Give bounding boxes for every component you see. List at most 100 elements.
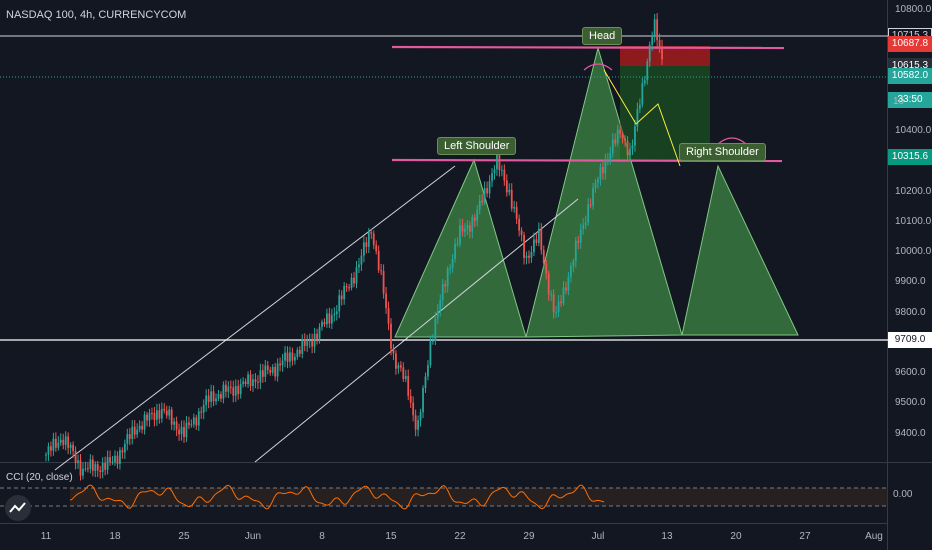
candle-body [624,138,626,141]
channel-upper-line[interactable] [54,165,456,471]
head-triangle[interactable] [525,46,683,338]
candle-body [298,349,301,354]
candle-body [631,145,634,149]
candle-body [136,429,139,435]
left-shoulder-label[interactable]: Left Shoulder [437,137,517,155]
candle-body [525,255,528,258]
candle-body [249,374,252,387]
time-tick-label: Jul [591,531,605,542]
candle-body [276,363,279,377]
candle-body [289,352,291,362]
candle-body [128,434,131,439]
head-shoulders-pattern[interactable] [394,46,799,338]
right-shoulder-label[interactable]: Right Shoulder [679,143,766,161]
candle-body [163,408,166,411]
candle-body [271,366,274,373]
price-tick-label: 10100.0 [895,215,932,227]
candle-body [234,386,237,396]
left-shoulder-triangle[interactable] [394,158,527,338]
candle-body [360,255,363,265]
price-tick-label: 9400.0 [895,427,926,439]
candle-body [192,417,195,425]
candle-body [434,318,437,341]
time-tick-label: 25 [178,531,190,542]
candle-body [321,321,323,327]
candle-body [493,169,496,174]
candle-body [215,398,217,402]
candle-body [126,434,129,444]
cci-line[interactable] [69,484,605,510]
candle-body [131,426,134,439]
candle-body [343,286,346,300]
candle-body [74,451,77,464]
projection-path[interactable] [603,69,681,167]
head-resistance-line[interactable] [391,45,785,50]
candle-body [333,313,336,316]
head-label[interactable]: Head [582,27,623,45]
candle-body [168,409,171,416]
candle-body [449,267,452,269]
candle-body [239,384,242,395]
candle-body [232,387,235,396]
candle-body [409,395,412,403]
candle-body [330,315,333,324]
candle-body [190,424,193,426]
candle-body [170,409,173,425]
candle-body [629,148,631,156]
stop-loss-zone[interactable] [620,46,710,66]
candle-body [582,224,585,230]
candle-body [210,391,213,402]
candle-body [417,420,419,430]
candle-body [500,169,503,171]
candle-body [444,283,447,287]
candle-body [69,444,72,448]
candle-body [119,450,121,464]
candle-body [367,232,370,247]
candle-body [528,255,530,258]
candle-body [52,438,55,451]
candle-body [456,243,459,245]
candle-body [547,273,550,295]
candle-body [183,426,185,438]
candle-body [390,323,392,349]
cci-indicator-title[interactable]: CCI (20, close) [6,472,73,483]
candle-body [481,200,484,203]
candle-body [197,411,200,426]
price-box-label: 9709.0 [888,332,932,349]
candle-body [185,422,188,438]
candle-body [195,417,198,426]
candle-body [269,370,272,373]
candle-body [431,340,434,342]
candle-body [57,442,60,448]
candle-body [542,250,545,264]
candle-body [175,421,178,430]
candle-body [382,271,385,294]
price-tick-label: 10400.0 [895,125,932,136]
time-tick-label: 29 [523,531,535,542]
candle-body [587,204,590,223]
candle-body [584,222,587,225]
price-axis-partial-label: 10 [893,96,905,107]
candle-body [424,376,427,388]
tradingview-logo-icon[interactable] [5,495,31,521]
candle-body [109,457,111,463]
candle-body [370,232,373,234]
candle-body [165,410,168,416]
candle-body [252,379,254,387]
candle-body [555,312,557,314]
candle-body [306,341,309,346]
candlestick-series[interactable] [45,13,663,481]
candle-body [200,411,203,413]
candle-body [377,251,380,271]
candle-body [313,333,316,347]
candle-body [261,370,264,377]
candle-body [348,287,350,289]
candle-body [222,384,225,399]
right-shoulder-triangle[interactable] [681,164,799,336]
candle-body [316,333,318,339]
head-marker-arc [583,63,613,71]
price-box-label: 10315.6 [888,148,932,165]
candle-body [86,468,89,470]
candle-body [643,80,646,84]
